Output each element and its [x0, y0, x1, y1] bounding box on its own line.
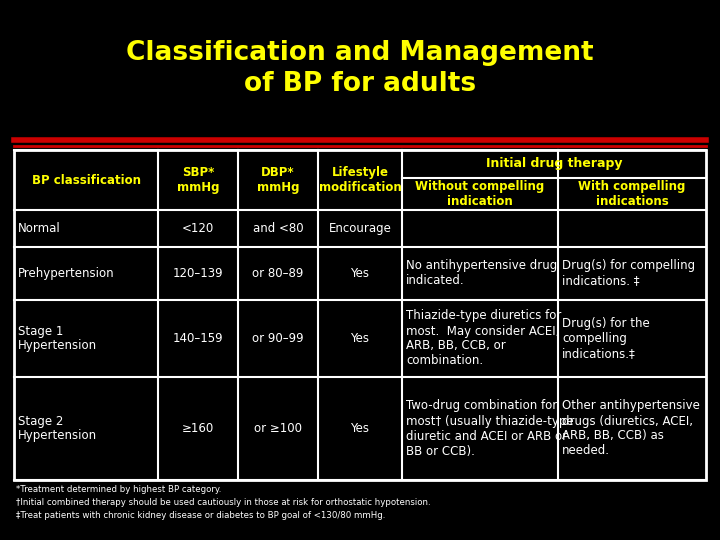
Text: 120–139: 120–139 [173, 267, 223, 280]
Text: Drug(s) for the
compelling
indications.‡: Drug(s) for the compelling indications.‡ [562, 317, 649, 360]
Text: Lifestyle
modification: Lifestyle modification [319, 166, 401, 194]
Text: With compelling
indications: With compelling indications [578, 180, 685, 208]
Text: Prehypertension: Prehypertension [18, 267, 114, 280]
Text: Yes: Yes [351, 422, 369, 435]
Text: SBP*
mmHg: SBP* mmHg [176, 166, 220, 194]
Text: *Treatment determined by highest BP category.: *Treatment determined by highest BP cate… [16, 485, 221, 494]
Text: No antihypertensive drug
indicated.: No antihypertensive drug indicated. [406, 260, 557, 287]
Text: Stage 2
Hypertension: Stage 2 Hypertension [18, 415, 97, 442]
Text: ‡Treat patients with chronic kidney disease or diabetes to BP goal of <130/80 mm: ‡Treat patients with chronic kidney dise… [16, 511, 385, 520]
Text: Other antihypertensive
drugs (diuretics, ACEI,
ARB, BB, CCB) as
needed.: Other antihypertensive drugs (diuretics,… [562, 400, 700, 457]
Text: Initial drug therapy: Initial drug therapy [486, 158, 622, 171]
Text: Two-drug combination for
most† (usually thiazide-type
diuretic and ACEI or ARB o: Two-drug combination for most† (usually … [406, 400, 574, 457]
Text: <120: <120 [182, 222, 214, 235]
Text: Classification and Management
of BP for adults: Classification and Management of BP for … [126, 40, 594, 97]
Text: Thiazide-type diuretics for
most.  May consider ACEI,
ARB, BB, CCB, or
combinati: Thiazide-type diuretics for most. May co… [406, 309, 562, 368]
Text: †Initial combined therapy should be used cautiously in those at risk for orthost: †Initial combined therapy should be used… [16, 498, 431, 507]
Text: Drug(s) for compelling
indications. ‡: Drug(s) for compelling indications. ‡ [562, 260, 695, 287]
Text: or ≥100: or ≥100 [254, 422, 302, 435]
Text: Without compelling
indication: Without compelling indication [415, 180, 544, 208]
Text: BP classification: BP classification [32, 173, 140, 186]
Text: Normal: Normal [18, 222, 60, 235]
Text: Yes: Yes [351, 332, 369, 345]
Text: DBP*
mmHg: DBP* mmHg [257, 166, 300, 194]
Text: Encourage: Encourage [328, 222, 392, 235]
Text: or 80–89: or 80–89 [252, 267, 304, 280]
Text: and <80: and <80 [253, 222, 303, 235]
Text: Yes: Yes [351, 267, 369, 280]
Text: 140–159: 140–159 [173, 332, 223, 345]
Text: ≥160: ≥160 [182, 422, 214, 435]
Text: or 90–99: or 90–99 [252, 332, 304, 345]
Text: Stage 1
Hypertension: Stage 1 Hypertension [18, 325, 97, 353]
Bar [14, 150, 706, 480]
